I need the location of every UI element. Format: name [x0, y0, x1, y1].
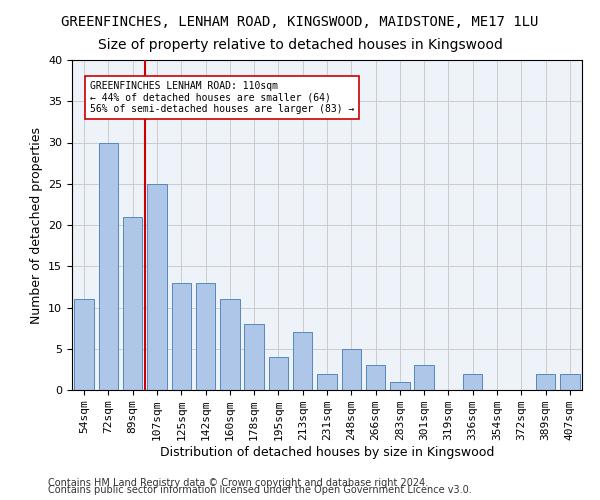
Text: GREENFINCHES, LENHAM ROAD, KINGSWOOD, MAIDSTONE, ME17 1LU: GREENFINCHES, LENHAM ROAD, KINGSWOOD, MA… — [61, 15, 539, 29]
Bar — [317, 374, 337, 390]
Bar — [147, 184, 167, 390]
Text: Contains HM Land Registry data © Crown copyright and database right 2024.: Contains HM Land Registry data © Crown c… — [48, 478, 428, 488]
Bar — [99, 142, 118, 390]
Bar — [269, 357, 288, 390]
Bar — [123, 217, 142, 390]
Text: GREENFINCHES LENHAM ROAD: 110sqm
← 44% of detached houses are smaller (64)
56% o: GREENFINCHES LENHAM ROAD: 110sqm ← 44% o… — [90, 80, 355, 114]
Bar — [341, 349, 361, 390]
Bar — [293, 332, 313, 390]
Text: Size of property relative to detached houses in Kingswood: Size of property relative to detached ho… — [98, 38, 502, 52]
Text: Contains public sector information licensed under the Open Government Licence v3: Contains public sector information licen… — [48, 485, 472, 495]
Bar — [536, 374, 555, 390]
Y-axis label: Number of detached properties: Number of detached properties — [29, 126, 43, 324]
Bar — [560, 374, 580, 390]
Bar — [172, 283, 191, 390]
Bar — [196, 283, 215, 390]
Bar — [390, 382, 410, 390]
Bar — [415, 365, 434, 390]
Bar — [463, 374, 482, 390]
Bar — [74, 299, 94, 390]
Bar — [244, 324, 264, 390]
X-axis label: Distribution of detached houses by size in Kingswood: Distribution of detached houses by size … — [160, 446, 494, 459]
Bar — [366, 365, 385, 390]
Bar — [220, 299, 239, 390]
